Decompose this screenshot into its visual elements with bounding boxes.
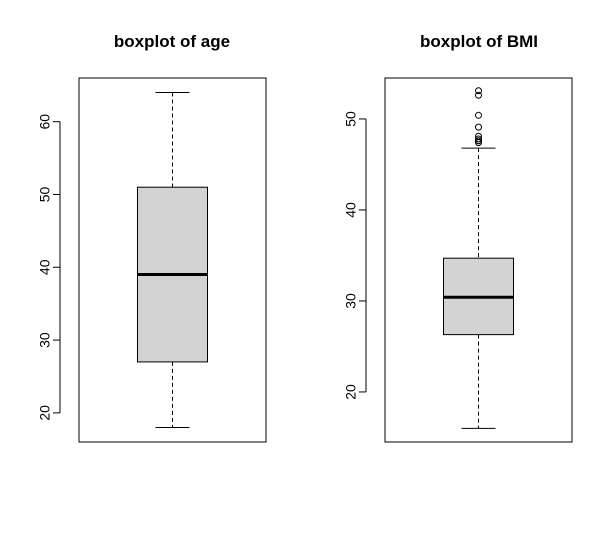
chart-title-bmi: boxplot of BMI xyxy=(420,32,538,51)
y-tick-label: 20 xyxy=(343,384,359,400)
panel-bmi: boxplot of BMI 20 30 40 50 xyxy=(343,32,573,443)
y-tick-label: 60 xyxy=(37,114,53,130)
outlier-point xyxy=(475,132,482,140)
y-tick-label: 20 xyxy=(37,405,53,421)
y-tick-label: 30 xyxy=(343,293,359,309)
y-tick-label: 50 xyxy=(37,186,53,202)
outlier-point xyxy=(475,135,482,143)
y-tick-label: 40 xyxy=(343,202,359,218)
panel-age: boxplot of age 20 30 40 50 60 xyxy=(37,32,267,443)
plot-frame-age xyxy=(78,77,267,443)
y-tick-label: 40 xyxy=(37,259,53,275)
chart-title-age: boxplot of age xyxy=(114,32,230,51)
outlier-point xyxy=(475,111,482,119)
outlier-point xyxy=(475,87,482,95)
y-tick-label: 50 xyxy=(343,111,359,127)
outlier-point xyxy=(475,91,482,99)
outlier-point xyxy=(475,137,482,145)
y-tick-label: 30 xyxy=(37,332,53,348)
outlier-point xyxy=(475,123,482,131)
plot-frame-bmi xyxy=(384,77,573,443)
